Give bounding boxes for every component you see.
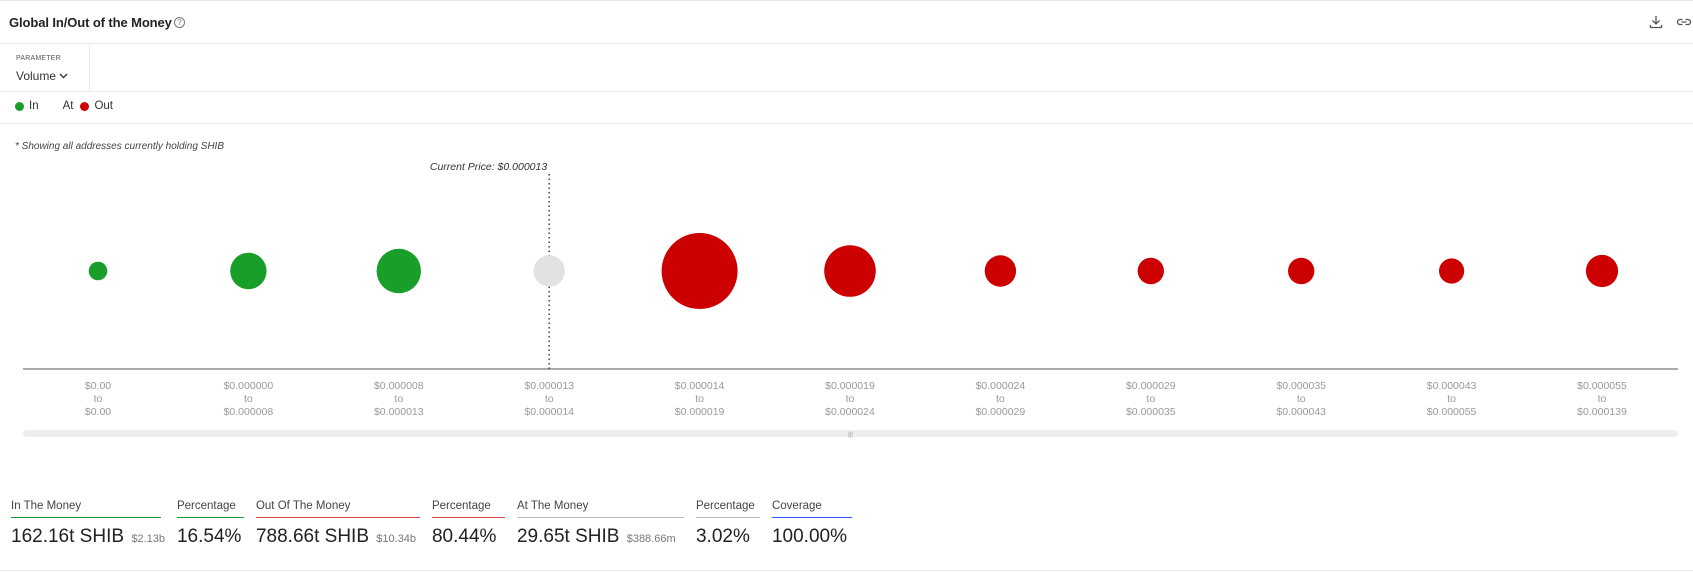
x-tick-label: $0.000024	[825, 406, 875, 418]
legend-item-out[interactable]: Out	[80, 100, 113, 112]
legend-label-at: At	[62, 100, 74, 112]
x-tick-label: $0.000008	[374, 380, 424, 392]
x-tick-label: to	[94, 393, 103, 405]
x-tick-label: to	[846, 393, 855, 405]
bubble-out[interactable]	[1137, 257, 1165, 285]
x-tick-label: to	[1146, 393, 1155, 405]
stat-value: 29.65t SHIB $388.66m	[517, 526, 684, 548]
x-tick-label: $0.000014	[524, 406, 574, 418]
stat-at-percentage: Percentage 3.02%	[695, 500, 760, 548]
stat-value: 788.66t SHIB $10.34b	[256, 526, 420, 548]
legend-item-in[interactable]: In	[15, 100, 39, 112]
legend-label-out: Out	[94, 100, 114, 112]
bubble-out[interactable]	[1585, 254, 1619, 288]
link-icon[interactable]	[1676, 15, 1692, 29]
help-icon[interactable]: ?	[174, 17, 185, 28]
x-tick-label: $0.000019	[675, 406, 725, 418]
x-tick-label: $0.000014	[675, 380, 725, 392]
stat-out-of-the-money: Out Of The Money 788.66t SHIB $10.34b	[255, 500, 420, 548]
x-tick-label: $0.000019	[825, 380, 875, 392]
parameter-value: Volume	[16, 69, 57, 83]
stat-in-the-money: In The Money 162.16t SHIB $2.13b	[11, 500, 165, 548]
stat-amount: 29.65t SHIB	[516, 526, 620, 547]
x-tick-label: $0.000035	[1276, 380, 1326, 392]
divider	[0, 91, 1693, 92]
widget-title: Global In/Out of the Money	[9, 15, 172, 30]
x-tick-label: $0.00	[85, 406, 111, 418]
stat-at-the-money: At The Money 29.65t SHIB $388.66m	[516, 500, 684, 548]
legend-dot-in	[15, 101, 24, 111]
x-tick-label: to	[394, 393, 403, 405]
x-tick-label: to	[1297, 393, 1306, 405]
bubble-in[interactable]	[230, 252, 267, 290]
bubble-in[interactable]	[88, 261, 108, 281]
x-tick-label: $0.000055	[1577, 380, 1627, 392]
x-tick-label: $0.000008	[224, 406, 274, 418]
stat-label: At The Money	[516, 500, 684, 518]
stat-value: 100.00%	[771, 526, 847, 547]
current-price-label: Current Price: $0.000013	[430, 161, 547, 173]
widget-header: Global In/Out of the Money ?	[0, 0, 1693, 44]
stat-value: 3.02%	[695, 526, 750, 547]
x-tick-label: $0.000029	[1126, 380, 1176, 392]
stat-usd: $2.13b	[131, 533, 165, 545]
chart-scrollbar[interactable]	[23, 430, 1678, 437]
x-tick-label: $0.000139	[1577, 406, 1627, 418]
x-tick-label: $0.000024	[976, 380, 1026, 392]
chevron-down-icon	[59, 73, 68, 79]
legend-label-in: In	[29, 100, 39, 112]
x-tick-label: to	[996, 393, 1005, 405]
stat-value: 80.44%	[431, 526, 497, 547]
bubble-at[interactable]	[533, 255, 565, 287]
stat-label: Out Of The Money	[255, 500, 420, 518]
stat-label: Percentage	[176, 500, 244, 518]
stat-usd: $10.34b	[376, 533, 417, 545]
x-tick-label: $0.000013	[524, 380, 574, 392]
stat-coverage: Coverage 100.00%	[771, 500, 852, 548]
bubble-out[interactable]	[1439, 258, 1465, 284]
x-tick-label: to	[1598, 393, 1607, 405]
bubble-chart: |||Current Price: $0.000013$0.00to$0.00$…	[23, 161, 1678, 438]
stat-in-percentage: Percentage 16.54%	[176, 500, 244, 548]
scrollbar-grip-icon: |||	[848, 432, 853, 438]
bubble-out[interactable]	[661, 233, 738, 309]
stat-label: Percentage	[431, 500, 505, 518]
legend-dot-out	[80, 101, 90, 111]
stat-out-percentage: Percentage 80.44%	[431, 500, 505, 548]
download-icon[interactable]	[1649, 15, 1663, 29]
bubble-out[interactable]	[1288, 257, 1315, 285]
legend-item-at[interactable]: At	[63, 100, 74, 112]
stat-label: Coverage	[771, 500, 852, 518]
x-tick-label: to	[545, 393, 554, 405]
stat-label: Percentage	[695, 500, 760, 518]
stat-value: 162.16t SHIB $2.13b	[11, 526, 165, 548]
x-tick-label: $0.000013	[374, 406, 424, 418]
x-tick-label: to	[244, 393, 253, 405]
chart-legend: In At Out	[15, 100, 135, 112]
stat-amount: 788.66t SHIB	[255, 526, 369, 547]
x-tick-label: $0.000035	[1126, 406, 1176, 418]
x-tick-label: $0.000000	[224, 380, 274, 392]
stat-amount: 162.16t SHIB	[11, 526, 125, 547]
x-tick-label: $0.00	[85, 380, 111, 392]
bubble-out[interactable]	[984, 255, 1017, 287]
stat-usd: $388.66m	[626, 533, 676, 545]
parameter-panel: PARAMETER Volume	[0, 44, 90, 91]
stat-label: In The Money	[11, 500, 161, 518]
bubble-in[interactable]	[376, 248, 421, 294]
parameter-label: PARAMETER	[16, 55, 61, 62]
bubble-out[interactable]	[824, 245, 876, 297]
x-tick-label: to	[695, 393, 704, 405]
x-tick-label: $0.000029	[976, 406, 1026, 418]
divider	[0, 570, 1693, 571]
x-tick-label: $0.000043	[1276, 406, 1326, 418]
divider	[0, 123, 1693, 124]
x-tick-label: $0.000043	[1427, 380, 1477, 392]
parameter-dropdown[interactable]: Volume	[16, 69, 68, 83]
x-tick-label: $0.000055	[1427, 406, 1477, 418]
stat-value: 16.54%	[176, 526, 242, 547]
chart-note: * Showing all addresses currently holdin…	[15, 141, 224, 152]
x-tick-label: to	[1447, 393, 1456, 405]
stats-bar: In The Money 162.16t SHIB $2.13b Percent…	[11, 500, 864, 548]
